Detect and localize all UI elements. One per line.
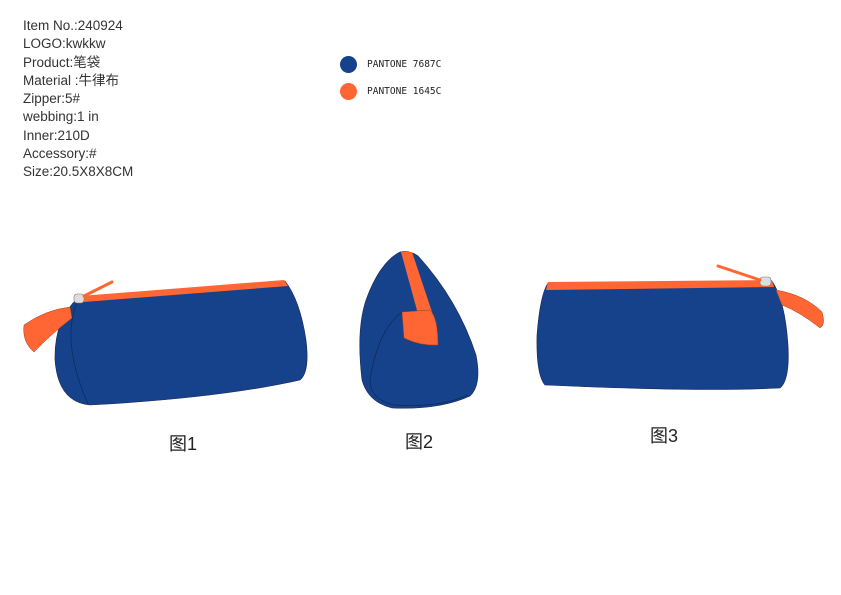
spec-item-no: Item No.:240924 (23, 18, 123, 33)
spec-logo: LOGO:kwkkw (23, 36, 106, 52)
spec-webbing: webbing:1 in (23, 109, 99, 125)
pouch-view-1 (23, 280, 308, 406)
pouch-view-3 (536, 264, 824, 390)
figure-caption-3: 图3 (650, 426, 679, 446)
swatch-orange: PANTONE 1645C (340, 83, 441, 100)
spec-inner: Inner:210D (23, 127, 90, 143)
spec-accessory: Accessory:# (23, 146, 97, 162)
spec-size: Size:20.5X8X8CM (23, 164, 134, 180)
swatch-navy: PANTONE 7687C (340, 56, 441, 73)
swatch-label-navy: PANTONE 7687C (367, 59, 442, 70)
spec-list: Item No.:240924 LOGO:kwkkw Product:笔袋 Ma… (23, 17, 133, 182)
swatch-dot-orange (340, 83, 357, 100)
spec-material: Material :牛律布 (23, 72, 120, 88)
figure-caption-2: 图2 (405, 432, 434, 452)
swatch-label-orange: PANTONE 1645C (367, 86, 442, 97)
figure-caption-1: 图1 (169, 434, 198, 454)
pouch-view-2 (359, 251, 479, 409)
spec-zipper: Zipper:5# (23, 91, 81, 107)
spec-product: Product:笔袋 (23, 54, 101, 70)
swatch-dot-navy (340, 56, 357, 73)
